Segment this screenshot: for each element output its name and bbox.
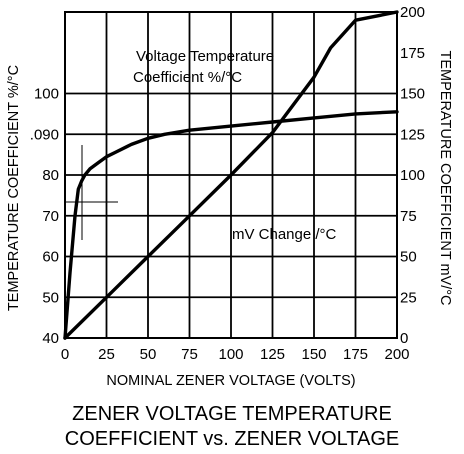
y-left-tick-label: 50 xyxy=(42,289,59,306)
grid xyxy=(65,12,397,338)
x-tick-label: 50 xyxy=(140,346,157,363)
y-left-tick-label: 60 xyxy=(42,249,59,266)
tick-labels: 02550751001251501752004050607080.090100.… xyxy=(30,4,425,363)
x-tick-label: 150 xyxy=(301,346,326,363)
y-right-tick-label: 150 xyxy=(400,86,425,103)
x-tick-label: 125 xyxy=(260,346,285,363)
y-left-tick-label: .090 xyxy=(30,126,59,143)
y-left-tick-label: 80 xyxy=(42,167,59,184)
caption-line1: ZENER VOLTAGE TEMPERATURE xyxy=(72,403,392,425)
series-line-temp-coefficient xyxy=(63,110,399,340)
y-left-axis-title: TEMPERATURE COEFFICIENT %/°C xyxy=(6,65,22,311)
y-right-tick-label: 200 xyxy=(400,4,425,21)
y-left-tick-label: 70 xyxy=(42,208,59,225)
x-tick-label: 0 xyxy=(61,346,69,363)
series-line-mv-change xyxy=(63,10,399,340)
x-tick-label: 75 xyxy=(181,346,198,363)
x-tick-label: 175 xyxy=(343,346,368,363)
x-tick-label: 100 xyxy=(218,346,243,363)
annotation-coeff-line1: Voltage Temperature xyxy=(136,48,274,65)
y-left-tick-label: 100 xyxy=(34,86,59,103)
annotation-mv-change: mV Change /°C xyxy=(232,226,337,243)
y-right-tick-label: 50 xyxy=(400,249,417,266)
y-right-tick-label: 75 xyxy=(400,208,417,225)
y-right-tick-label: 175 xyxy=(400,45,425,62)
annotation-coeff-line2: Coefficient %/°C xyxy=(133,69,242,86)
y-right-axis-title: TEMPERATURE COEFFICIENT mV/°C xyxy=(437,51,453,306)
y-right-tick-label: 25 xyxy=(400,289,417,306)
caption-line2: COEFFICIENT vs. ZENER VOLTAGE xyxy=(65,428,399,450)
y-right-tick-label: 125 xyxy=(400,126,425,143)
y-right-tick-label: 0 xyxy=(400,330,408,347)
series-layer xyxy=(63,10,399,340)
x-tick-label: 25 xyxy=(98,346,115,363)
x-axis-title: NOMINAL ZENER VOLTAGE (VOLTS) xyxy=(106,373,355,389)
y-left-tick-label: 40 xyxy=(42,330,59,347)
y-right-tick-label: 100 xyxy=(400,167,425,184)
plot-frame xyxy=(64,11,398,339)
x-tick-label: 200 xyxy=(384,346,409,363)
